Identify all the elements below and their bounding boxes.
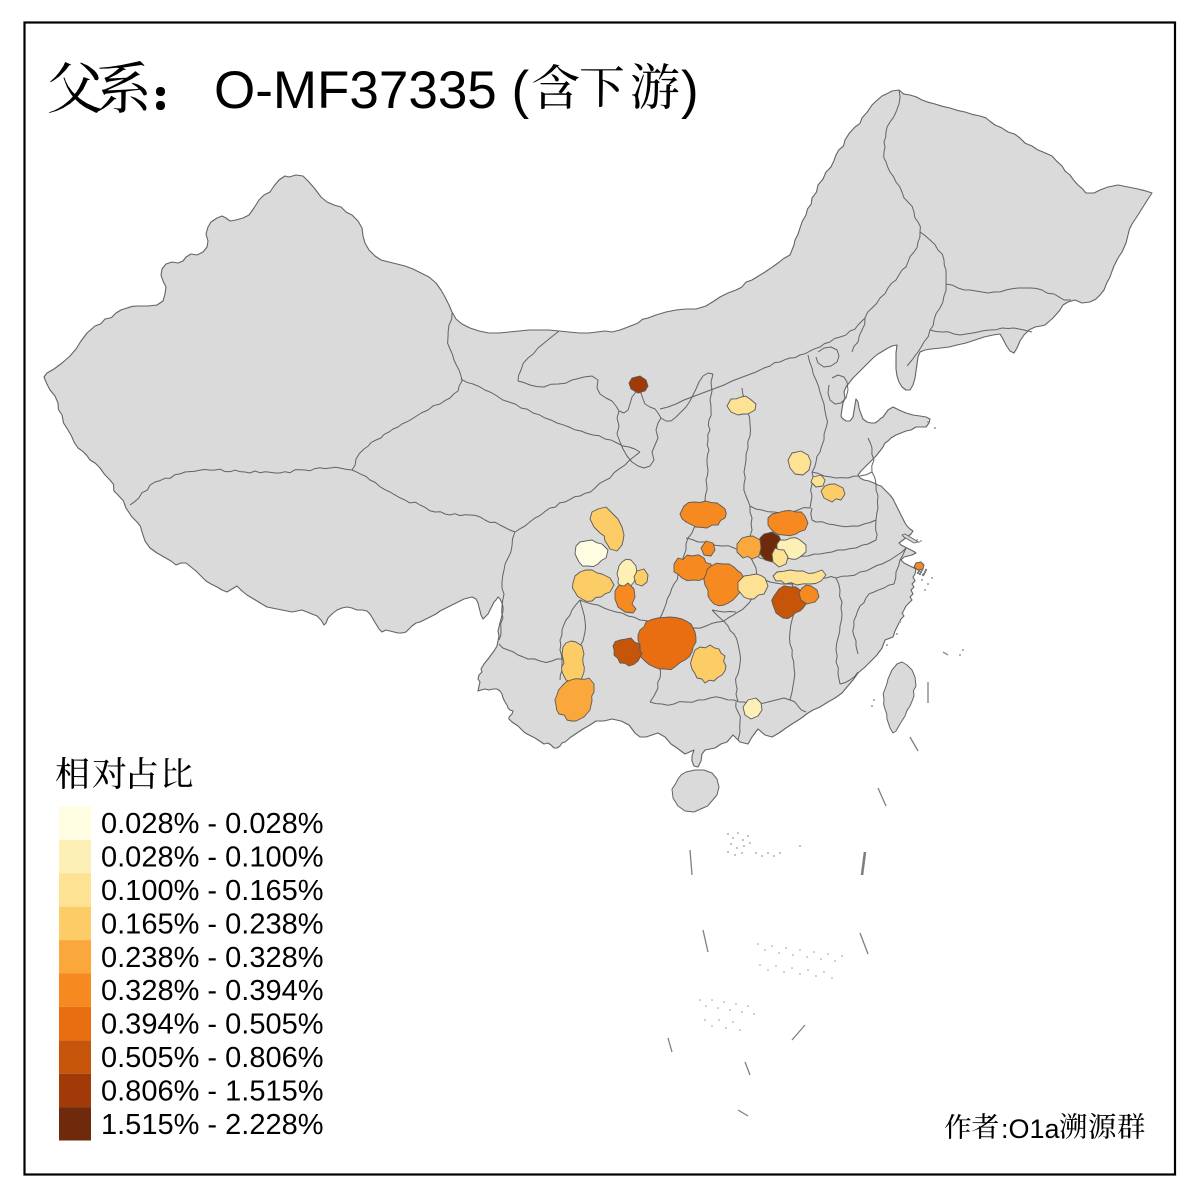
svg-text:O-MF37335 (: O-MF37335 ( xyxy=(214,61,530,120)
svg-text:0.806% - 1.515%: 0.806% - 1.515% xyxy=(101,1075,323,1107)
svg-text::O1a: :O1a xyxy=(1001,1114,1061,1144)
svg-text:1.515% - 2.228%: 1.515% - 2.228% xyxy=(101,1109,323,1141)
svg-text:): ) xyxy=(681,61,699,120)
svg-text:0.394% - 0.505%: 0.394% - 0.505% xyxy=(101,1009,323,1041)
svg-text:0.028% - 0.028%: 0.028% - 0.028% xyxy=(101,808,323,840)
svg-text:0.028% - 0.100%: 0.028% - 0.100% xyxy=(101,842,323,874)
svg-text:0.100% - 0.165%: 0.100% - 0.165% xyxy=(101,875,323,907)
svg-text:0.165% - 0.238%: 0.165% - 0.238% xyxy=(101,908,323,940)
svg-text:0.238% - 0.328%: 0.238% - 0.328% xyxy=(101,942,323,974)
svg-text:0.328% - 0.394%: 0.328% - 0.394% xyxy=(101,975,323,1007)
svg-text:0.505% - 0.806%: 0.505% - 0.806% xyxy=(101,1042,323,1074)
